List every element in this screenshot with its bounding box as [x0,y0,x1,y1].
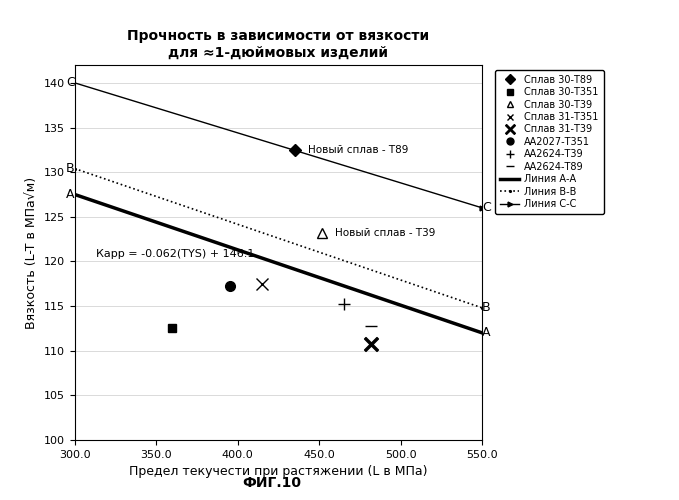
Y-axis label: Вязкость (L-T в МПа√м): Вязкость (L-T в МПа√м) [25,176,38,328]
Legend: Сплав 30-Т89, Сплав 30-Т351, Сплав 30-Т39, Сплав 31-Т351, Сплав 31-Т39, АА2027-Т: Сплав 30-Т89, Сплав 30-Т351, Сплав 30-Т3… [495,70,604,214]
Text: C: C [66,76,75,90]
Text: B: B [482,302,491,314]
Text: Новый сплав - Т39: Новый сплав - Т39 [335,228,436,238]
Text: A: A [66,188,75,201]
X-axis label: Предел текучести при растяжении (L в МПа): Предел текучести при растяжении (L в МПа… [129,466,428,478]
Text: Новый сплав - Т89: Новый сплав - Т89 [308,145,408,155]
Title: Прочность в зависимости от вязкости
для ≈1-дюймовых изделий: Прочность в зависимости от вязкости для … [128,30,429,60]
Text: Карр = -0.062(TYS) + 146.1: Карр = -0.062(TYS) + 146.1 [96,249,254,259]
Text: B: B [66,162,75,175]
Text: ФИГ.10: ФИГ.10 [242,476,301,490]
Text: A: A [482,326,491,340]
Text: C: C [482,202,491,214]
